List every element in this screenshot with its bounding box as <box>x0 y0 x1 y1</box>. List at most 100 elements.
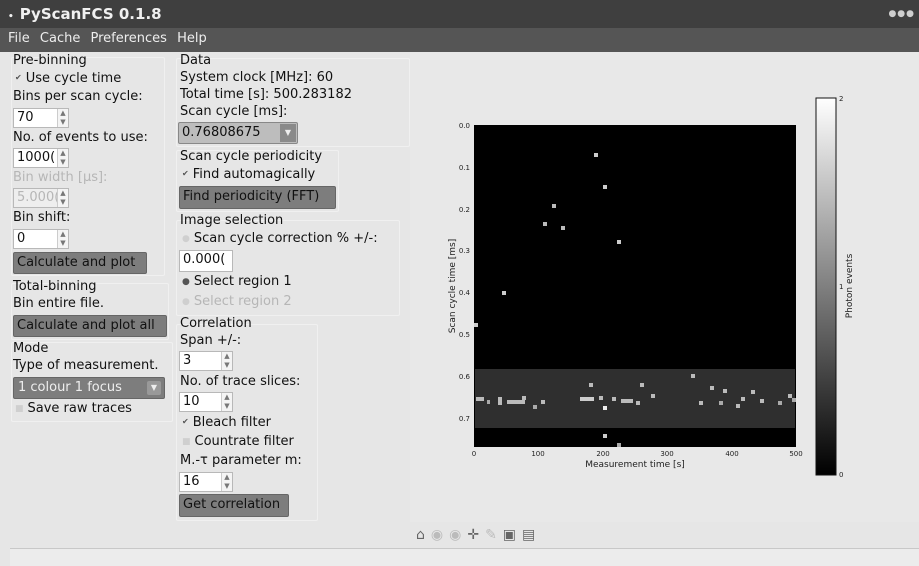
window-controls[interactable]: ●●● <box>888 9 915 19</box>
window-title: • PyScanFCS 0.1.8 <box>8 5 162 23</box>
bin-width-label: Bin width [µs]: <box>13 170 108 185</box>
photon-pixel <box>651 394 655 398</box>
region1-radio[interactable]: ● Select region 1 <box>182 274 292 289</box>
measurement-type-select[interactable]: 1 colour 1 focus ▼ <box>13 377 165 399</box>
bin-shift-spinbox[interactable]: 0 ▲ ▼ <box>13 229 69 249</box>
menu-help[interactable]: Help <box>177 31 207 46</box>
region2-radio[interactable]: ● Select region 2 <box>182 294 292 309</box>
param-spinbox[interactable]: 16 ▲ ▼ <box>179 472 233 492</box>
home-icon[interactable]: ⌂ <box>416 527 429 543</box>
photon-pixel <box>502 291 506 295</box>
cbar-tick-label: 0 <box>839 471 843 479</box>
spin-arrows-icon[interactable]: ▲ ▼ <box>57 189 68 207</box>
forward-icon[interactable]: ◉ <box>449 527 466 543</box>
photon-pixel <box>699 401 703 405</box>
slices-spinbox[interactable]: 10 ▲ ▼ <box>179 392 233 412</box>
menu-bar: File Cache Preferences Help <box>0 28 919 52</box>
type-label: Type of measurement. <box>13 358 159 373</box>
scan-cycle-label: Scan cycle [ms]: <box>180 104 288 119</box>
save-icon[interactable]: ▤ <box>522 527 540 543</box>
subplots-icon[interactable]: ▣ <box>502 527 521 543</box>
get-correlation-button[interactable]: Get correlation <box>179 494 289 517</box>
spin-arrows-icon[interactable]: ▲ ▼ <box>221 473 232 491</box>
periodicity-heading: Scan cycle periodicity <box>180 149 323 164</box>
photon-pixel <box>621 399 633 403</box>
pan-icon[interactable]: ✛ <box>467 527 484 543</box>
y-tick-label: 0.5 <box>459 331 470 339</box>
spin-arrows-icon[interactable]: ▲ ▼ <box>57 230 68 248</box>
correction-radio[interactable]: ● Scan cycle correction % +/-: <box>182 231 378 246</box>
y-axis-label: Scan cycle time [ms] <box>448 239 458 334</box>
cbar-tick-label: 2 <box>839 95 843 103</box>
spin-arrows-icon[interactable]: ▼ <box>280 124 296 142</box>
x-axis-label: Measurement time [s] <box>585 460 685 470</box>
bin-entire-label: Bin entire file. <box>13 296 104 311</box>
photon-pixel <box>710 386 714 390</box>
imagesel-panel <box>176 220 400 316</box>
photon-pixel <box>541 400 545 404</box>
events-label: No. of events to use: <box>13 130 148 145</box>
prebinning-heading: Pre-binning <box>13 53 87 68</box>
spin-arrows-icon[interactable]: ▲ ▼ <box>57 109 68 127</box>
photon-pixel <box>498 397 502 405</box>
y-tick-label: 0.4 <box>459 289 471 297</box>
photon-pixel <box>552 204 556 208</box>
bin-width-spinbox[interactable]: 5.000( ▲ ▼ <box>13 188 69 208</box>
radio-icon: ● <box>182 297 190 307</box>
find-periodicity-button[interactable]: Find periodicity (FFT) <box>179 186 336 209</box>
bins-label: Bins per scan cycle: <box>13 89 143 104</box>
photon-pixel <box>543 222 547 226</box>
events-spinbox[interactable]: 1000( ▲ ▼ <box>13 148 69 168</box>
photon-pixel <box>580 397 594 401</box>
colorbar-ticks: 2 1 0 <box>839 95 843 479</box>
checkmark-icon: ✔ <box>182 417 189 426</box>
imagesel-heading: Image selection <box>180 213 284 228</box>
find-auto-checkbox[interactable]: ✔ Find automagically <box>182 167 316 182</box>
zoom-icon[interactable]: ✎ <box>485 527 501 543</box>
colorbar <box>815 97 837 476</box>
menu-cache[interactable]: Cache <box>39 31 81 46</box>
use-cycle-time-checkbox[interactable]: ✔ Use cycle time <box>15 71 122 86</box>
photon-pixel <box>603 185 607 189</box>
spin-arrows-icon[interactable]: ▲ ▼ <box>221 352 232 370</box>
total-time-text: Total time [s]: 500.283182 <box>180 87 352 102</box>
totalbinning-heading: Total-binning <box>13 279 97 294</box>
bins-spinbox[interactable]: 70 ▲ ▼ <box>13 108 69 128</box>
menu-file[interactable]: File <box>8 31 30 46</box>
y-tick-label: 0.0 <box>459 122 470 130</box>
correction-spinbox[interactable]: 0.000( <box>179 250 233 272</box>
bleach-filter-checkbox[interactable]: ✔ Bleach filter <box>182 415 271 430</box>
x-tick-label: 100 <box>531 450 544 458</box>
plot-toolbar: ⌂ ◉ ◉ ✛ ✎ ▣ ▤ <box>416 527 541 543</box>
spin-arrows-icon[interactable]: ▲ ▼ <box>221 393 232 411</box>
correlation-panel <box>176 324 318 521</box>
y-tick-label: 0.3 <box>459 247 470 255</box>
photon-pixel <box>476 397 484 401</box>
photon-pixel <box>612 397 616 401</box>
prebinning-panel <box>11 57 165 276</box>
photon-pixel <box>751 390 755 394</box>
checkmark-icon: ✔ <box>15 73 22 82</box>
photon-pixels <box>474 153 796 447</box>
calculate-plot-button[interactable]: Calculate and plot <box>13 252 147 274</box>
scan-cycle-spinbox[interactable]: 0.76808675 ▼ <box>178 122 298 144</box>
correlation-heading: Correlation <box>180 316 252 331</box>
photon-pixel <box>640 383 644 387</box>
mode-panel <box>11 342 173 422</box>
data-heading: Data <box>180 53 212 68</box>
photon-pixel <box>617 240 621 244</box>
colorbar-label: Photon events <box>845 253 855 318</box>
slices-label: No. of trace slices: <box>180 374 301 389</box>
save-raw-checkbox[interactable]: ■ Save raw traces <box>15 401 132 416</box>
span-label: Span +/-: <box>180 333 242 348</box>
countrate-filter-checkbox[interactable]: ■ Countrate filter <box>182 434 294 449</box>
photon-pixel <box>589 383 593 387</box>
calculate-plot-all-button[interactable]: Calculate and plot all <box>13 315 167 337</box>
spin-arrows-icon[interactable]: ▲ ▼ <box>57 149 68 167</box>
menu-preferences[interactable]: Preferences <box>90 31 167 46</box>
x-tick-label: 0 <box>472 450 476 458</box>
span-spinbox[interactable]: 3 ▲ ▼ <box>179 351 233 371</box>
back-icon[interactable]: ◉ <box>430 527 448 543</box>
photon-pixel <box>594 153 598 157</box>
